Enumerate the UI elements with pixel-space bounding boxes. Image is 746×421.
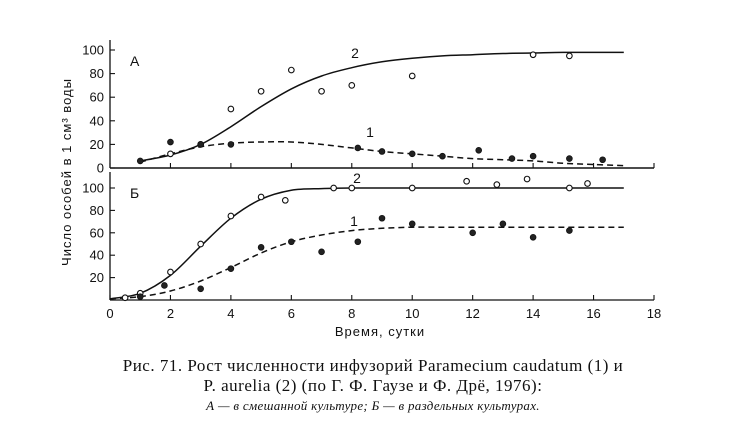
panel-b-y-tick-label: 40 xyxy=(90,248,104,263)
panel-a-series-2-point xyxy=(566,52,573,60)
panel-a-series-1-point xyxy=(508,155,516,162)
panel-a-series-1-point xyxy=(167,138,174,146)
data-points xyxy=(121,51,606,302)
panel-a-series-2-label: 2 xyxy=(351,45,359,61)
panel-b-series-1-point xyxy=(227,265,235,272)
panel-b-y-tick-label: 100 xyxy=(82,181,104,196)
panel-b-y-tick-label: 80 xyxy=(90,203,104,218)
panel-a-y-tick-label: 60 xyxy=(90,90,104,105)
y-axis-title: Число особей в 1 см³ воды xyxy=(59,78,74,266)
panel-b-series-1-point xyxy=(318,248,325,256)
panel-b-letter: Б xyxy=(130,185,139,201)
panel-a-series-2-point xyxy=(287,66,295,74)
panel-a-series-1-point xyxy=(529,152,537,160)
panel-a-y-tick-label: 40 xyxy=(90,113,104,128)
panel-b-x-tick-label: 12 xyxy=(465,306,479,321)
caption-line-1: Рис. 71. Рост численности инфузорий Para… xyxy=(122,356,624,375)
panel-b-series-2-point xyxy=(227,212,235,220)
panel-b-series-1-point xyxy=(378,214,386,222)
panel-b-series-2-point xyxy=(197,240,205,248)
axes xyxy=(109,40,655,301)
panel-b-series-1-point xyxy=(354,238,362,246)
panel-a-series-2-point xyxy=(318,87,325,95)
panel-a-series-1-point xyxy=(136,157,144,165)
panel-b-series-1-point xyxy=(499,220,507,228)
panel-b-series-2-point xyxy=(167,268,174,276)
panel-b-series-2-point xyxy=(281,196,289,204)
panel-b-series-1-point xyxy=(288,238,295,246)
panel-a-y-tick-label: 20 xyxy=(90,137,104,152)
panel-b-series-1-point xyxy=(529,233,537,241)
panel-b-series-1-curve xyxy=(109,226,624,300)
panel-a-series-1-point xyxy=(408,150,416,158)
panel-b-series-2-point xyxy=(584,180,591,187)
panel-a-series-1-point xyxy=(354,144,362,152)
panel-b-x-tick-label: 6 xyxy=(288,306,295,321)
panel-b-series-1-point xyxy=(408,220,416,228)
caption-line-2: P. aurelia (2) (по Г. Ф. Гаузе и Ф. Дрё,… xyxy=(203,376,543,395)
panel-b-series-2-point xyxy=(257,193,265,201)
panel-b-series-2-point xyxy=(463,177,470,185)
panel-a-series-1-point xyxy=(197,141,204,148)
panel-b-x-tick-label: 0 xyxy=(106,306,113,321)
panel-a-series-1-point xyxy=(599,156,606,164)
fitted-curves xyxy=(109,51,624,300)
panel-b-series-2-point xyxy=(566,184,573,192)
panel-a-series-1-point xyxy=(475,147,483,154)
panel-b-series-2-point xyxy=(493,181,501,188)
panel-a-series-1-point xyxy=(439,152,446,160)
panel-a-series-2-point xyxy=(348,82,356,89)
panel-a-series-2-point xyxy=(167,150,174,158)
panel-b-series-2-point xyxy=(330,184,337,192)
panel-b-x-tick-label: 4 xyxy=(227,306,234,321)
panel-b-y-tick-label: 60 xyxy=(90,225,104,240)
panel-b-series-1-point xyxy=(197,285,204,293)
caption-line-3: А — в смешанной культуре; Б — в раздельн… xyxy=(206,398,540,413)
panel-a-y-tick-label: 0 xyxy=(97,161,104,176)
panel-b-x-tick-label: 14 xyxy=(526,306,540,321)
panel-a-series-2-curve xyxy=(140,51,624,162)
panel-b-x-tick-label: 2 xyxy=(167,306,174,321)
panel-a-letter: А xyxy=(130,53,140,69)
panel-b-series-1-point xyxy=(257,244,265,251)
panel-a-series-2-point xyxy=(227,105,235,113)
panel-b-x-tick-label: 18 xyxy=(647,306,661,321)
panel-b-series-2-point xyxy=(408,184,416,192)
x-axis-title: Время, сутки xyxy=(335,324,425,339)
panel-b-series-2-curve xyxy=(109,187,624,300)
panel-a-series-1-point xyxy=(378,148,386,155)
panel-b-series-1-label: 1 xyxy=(350,213,358,229)
panel-b-series-2-point xyxy=(348,184,356,192)
panel-a-series-2-point xyxy=(408,72,416,80)
panel-a-series-1-label: 1 xyxy=(366,124,374,140)
panel-a-series-2-point xyxy=(529,51,537,59)
panel-a-y-tick-label: 100 xyxy=(82,43,104,58)
panel-b-x-tick-label: 10 xyxy=(405,306,419,321)
panel-b-x-tick-label: 16 xyxy=(586,306,600,321)
panel-b-series-1-point xyxy=(469,229,476,237)
panel-a-y-tick-label: 80 xyxy=(90,66,104,81)
panel-b-series-2-label: 2 xyxy=(353,170,361,186)
panel-b-series-2-point xyxy=(121,294,129,302)
panel-b-series-1-point xyxy=(161,282,168,289)
panel-b-series-1-point xyxy=(136,293,144,300)
panel-b-y-tick-label: 20 xyxy=(90,270,104,285)
panel-b-series-1-point xyxy=(566,227,573,234)
panel-b-series-2-point xyxy=(523,175,531,183)
panel-a-series-2-point xyxy=(257,87,265,95)
panel-a-series-1-point xyxy=(227,141,235,148)
panel-b-x-tick-label: 8 xyxy=(348,306,355,321)
panel-a-series-1-point xyxy=(566,155,573,162)
